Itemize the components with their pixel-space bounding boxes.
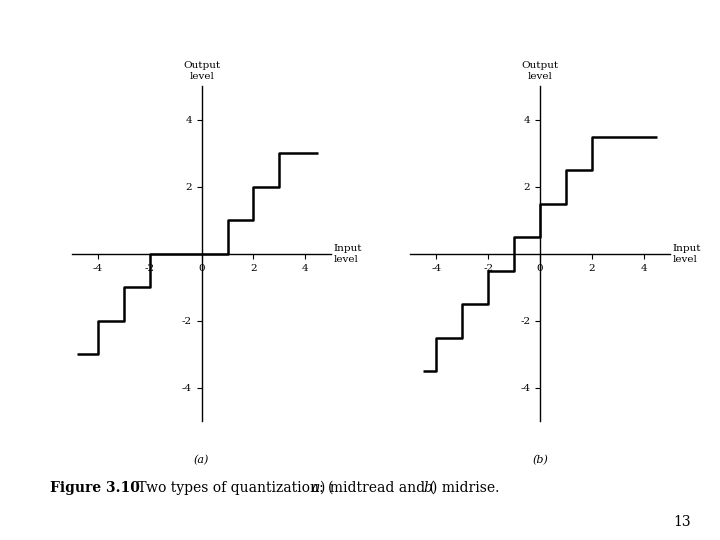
Text: ) midtread and (: ) midtread and ( (320, 481, 436, 495)
Text: Figure 3.10: Figure 3.10 (50, 481, 140, 495)
Text: ) midrise.: ) midrise. (432, 481, 500, 495)
Text: b: b (423, 481, 432, 495)
Text: (b): (b) (532, 455, 548, 465)
Text: 13: 13 (674, 515, 691, 529)
Text: Input
level: Input level (334, 244, 362, 264)
Text: a: a (312, 481, 320, 495)
Text: Input
level: Input level (672, 244, 701, 264)
Text: Output
level: Output level (521, 61, 559, 82)
Text: Two types of quantization: (: Two types of quantization: ( (133, 481, 333, 495)
Text: Output
level: Output level (183, 61, 220, 82)
Text: (a): (a) (194, 455, 210, 465)
